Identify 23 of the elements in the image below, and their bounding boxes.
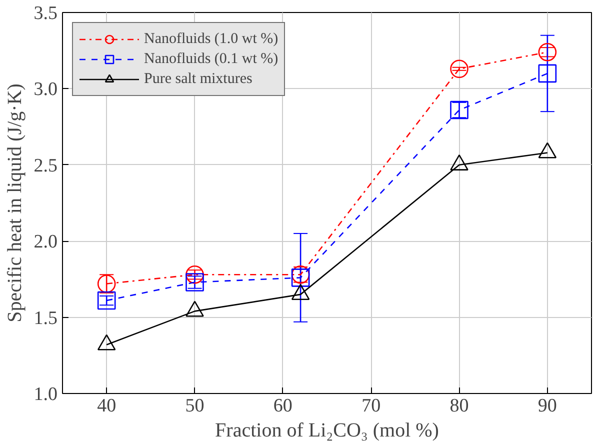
- y-tick-label: 2.0: [34, 232, 58, 253]
- point: [97, 291, 116, 310]
- x-tick-label: 80: [450, 396, 469, 416]
- y-axis-title: Specific heat in liquid (J/g·K): [4, 84, 26, 322]
- y-tick-label: 3.5: [34, 3, 58, 24]
- y-tick-label: 1.0: [34, 384, 58, 405]
- x-tick-label: 60: [273, 396, 292, 416]
- x-tick-label: 70: [362, 396, 381, 416]
- legend-label: Nanofluids (0.1 wt %): [144, 50, 278, 68]
- x-axis-title: Fraction of Li₂CO₃ (mol %): [215, 420, 439, 442]
- y-tick-label: 3.0: [34, 79, 58, 100]
- point: [186, 265, 204, 284]
- y-tick-label: 2.5: [34, 155, 58, 176]
- legend-label: Nanofluids (1.0 wt %): [144, 30, 278, 48]
- legend-label: Pure salt mixtures: [144, 70, 252, 88]
- x-tick-label: 40: [97, 396, 116, 416]
- y-tick-label: 1.5: [34, 308, 58, 329]
- x-tick-label: 90: [538, 396, 557, 416]
- point: [538, 42, 557, 62]
- point: [291, 268, 310, 287]
- point: [538, 64, 557, 83]
- point: [450, 60, 468, 78]
- x-tick-label: 50: [185, 396, 204, 416]
